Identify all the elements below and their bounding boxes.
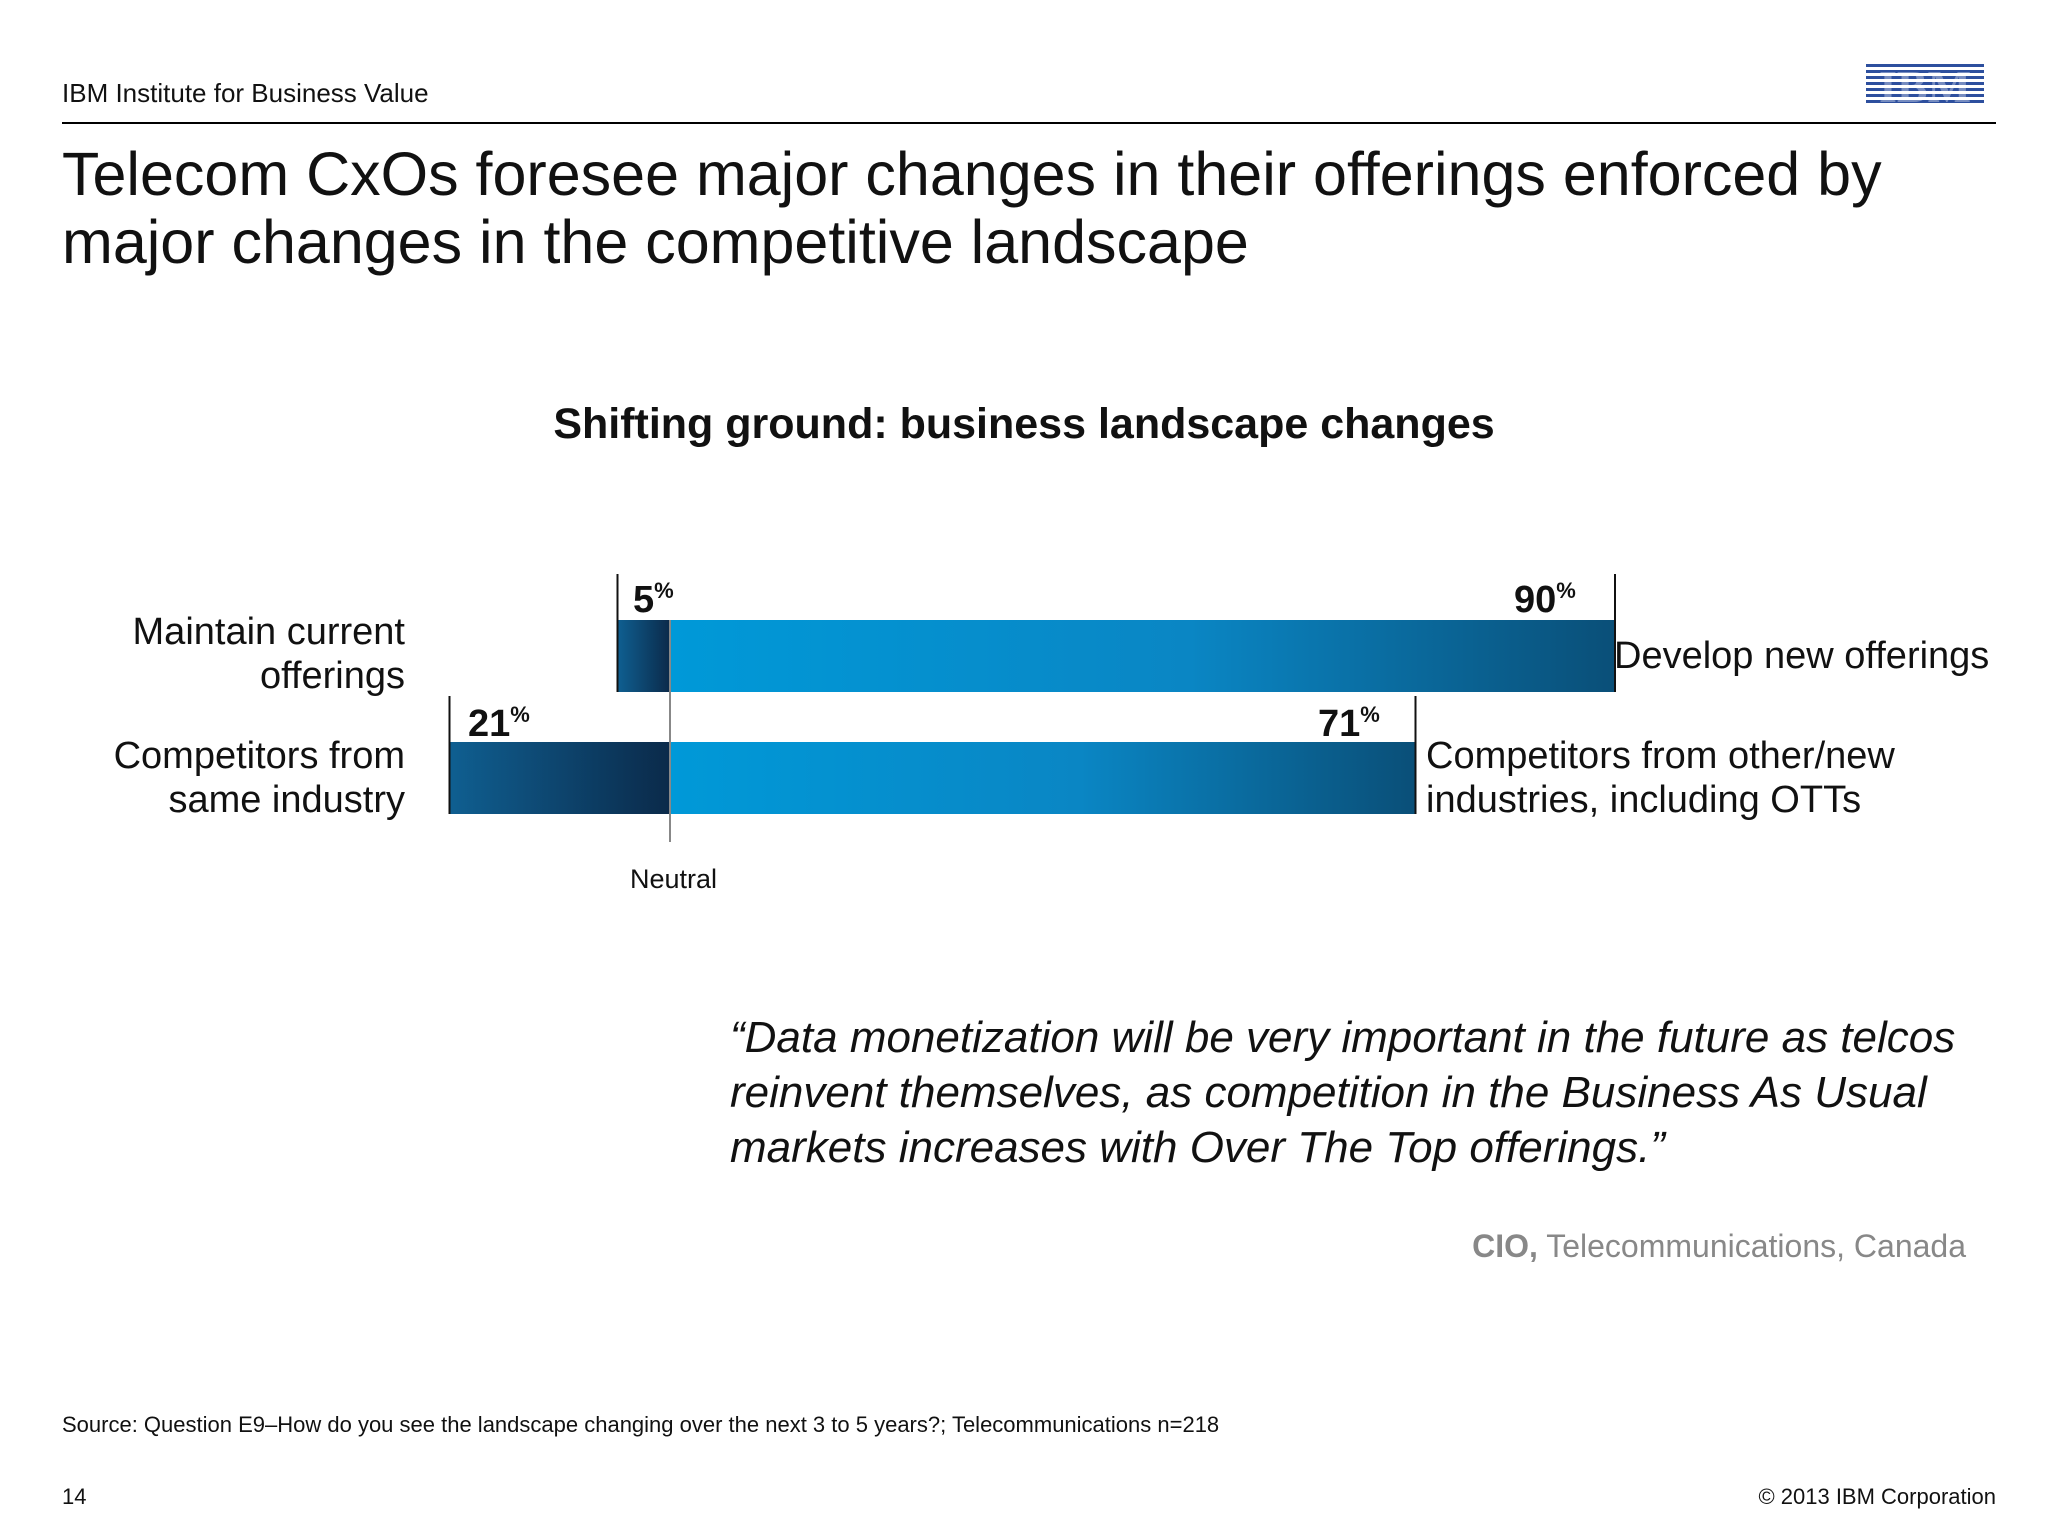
ibm-logo-text: IBM xyxy=(1879,61,1971,110)
data-label-other-industries: 71% xyxy=(1318,702,1380,745)
quote-attribution: CIO, Telecommunications, Canada xyxy=(1472,1228,1966,1264)
ibm-logo: IBM xyxy=(1866,61,1984,110)
slide-title: Telecom CxOs foresee major changes in th… xyxy=(62,140,1882,276)
bar-left-row-1 xyxy=(617,620,670,692)
row-right-label-develop: Develop new offerings xyxy=(1614,635,1990,677)
copyright: © 2013 IBM Corporation xyxy=(1758,1484,1996,1509)
page-number: 14 xyxy=(62,1484,87,1509)
bar-right-row-2 xyxy=(670,742,1416,814)
data-label-same-industry: 21% xyxy=(468,702,530,745)
quote-text: “Data monetization will be very importan… xyxy=(730,1013,1956,1172)
header-org-name: IBM Institute for Business Value xyxy=(62,78,429,108)
neutral-label: Neutral xyxy=(630,864,718,894)
row-left-label-maintain: Maintain current offerings xyxy=(132,611,405,697)
source-note: Source: Question E9–How do you see the l… xyxy=(62,1412,1220,1437)
header-divider xyxy=(62,122,1996,124)
data-label-maintain: 5% xyxy=(633,578,674,621)
bar-left-row-2 xyxy=(449,742,670,814)
bar-right-row-1 xyxy=(670,620,1615,692)
chart-title: Shifting ground: business landscape chan… xyxy=(553,400,1495,448)
row-right-label-other-industries: Competitors from other/new industries, i… xyxy=(1426,735,1895,821)
row-left-label-same-industry: Competitors from same industry xyxy=(113,735,405,821)
data-label-develop: 90% xyxy=(1514,578,1576,621)
